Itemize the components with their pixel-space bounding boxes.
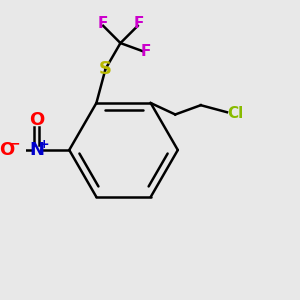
Text: Cl: Cl <box>227 106 243 121</box>
Text: F: F <box>141 44 151 59</box>
Text: N: N <box>29 141 44 159</box>
Text: −: − <box>9 136 20 150</box>
Text: S: S <box>99 60 112 78</box>
Text: +: + <box>38 137 49 151</box>
Text: F: F <box>98 16 108 31</box>
Text: F: F <box>134 16 144 31</box>
Text: O: O <box>0 141 14 159</box>
Text: O: O <box>29 111 44 129</box>
